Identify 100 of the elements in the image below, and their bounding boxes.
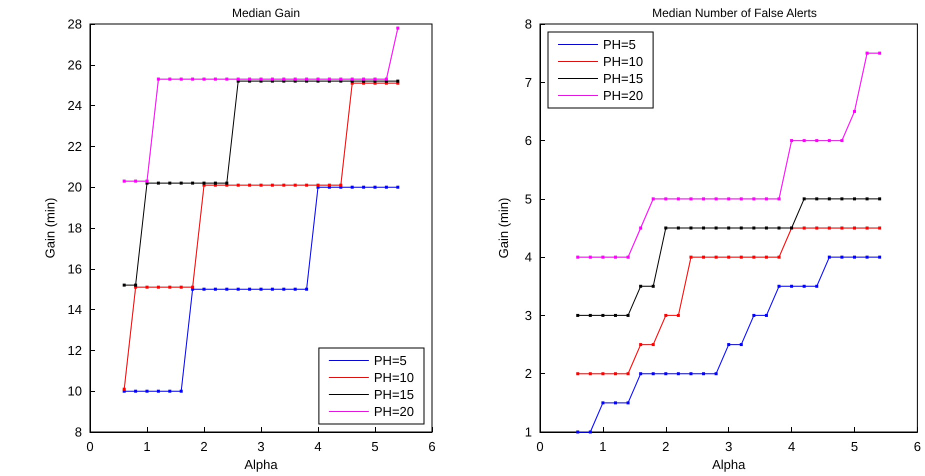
y-tick-label: 18 xyxy=(68,220,82,236)
point xyxy=(702,197,706,200)
point xyxy=(362,186,366,189)
point xyxy=(236,288,240,291)
y-tick-label: 5 xyxy=(524,191,532,206)
point xyxy=(576,430,580,434)
legend-label: PH=15 xyxy=(374,387,414,402)
point xyxy=(866,52,869,55)
point xyxy=(156,286,160,289)
x-tick-label: 0 xyxy=(536,439,544,454)
point xyxy=(588,314,592,317)
point xyxy=(294,288,297,291)
point xyxy=(664,314,668,317)
point xyxy=(689,256,692,259)
point xyxy=(588,372,592,376)
x-tick-label: 3 xyxy=(725,439,732,454)
y-tick-label: 24 xyxy=(68,98,82,114)
point xyxy=(146,286,148,289)
x-tick-label: 2 xyxy=(662,439,670,454)
point xyxy=(639,284,642,288)
point xyxy=(664,226,668,230)
point xyxy=(815,284,818,288)
point xyxy=(601,401,604,404)
point xyxy=(614,401,617,404)
point xyxy=(790,139,794,142)
point xyxy=(878,226,882,230)
y-tick-label: 8 xyxy=(524,16,532,32)
y-tick-label: 6 xyxy=(524,133,532,148)
point xyxy=(740,256,743,259)
point xyxy=(374,186,376,189)
point xyxy=(815,226,818,230)
point xyxy=(802,139,806,142)
point xyxy=(614,314,617,317)
point xyxy=(878,52,882,55)
point xyxy=(727,226,730,230)
point xyxy=(639,226,642,230)
x-tick-label: 3 xyxy=(257,439,265,454)
point xyxy=(878,197,882,200)
point xyxy=(702,226,706,230)
point xyxy=(168,390,172,393)
point xyxy=(156,78,160,81)
point xyxy=(828,197,831,200)
point xyxy=(802,284,806,288)
y-tick-label: 3 xyxy=(524,308,532,323)
x-tick-label: 6 xyxy=(428,439,436,454)
point xyxy=(714,372,718,376)
point xyxy=(180,78,183,81)
x-tick-label: 4 xyxy=(788,439,796,454)
point xyxy=(689,197,692,200)
point xyxy=(639,343,642,346)
point xyxy=(778,284,781,288)
point xyxy=(282,184,286,187)
x-tick-label: 5 xyxy=(850,439,858,454)
point xyxy=(676,314,680,317)
point xyxy=(202,78,206,81)
point xyxy=(180,390,183,393)
y-axis-title: Gain (min) xyxy=(496,198,511,258)
legend-label: PH=5 xyxy=(374,353,407,368)
point xyxy=(601,314,604,317)
point xyxy=(626,372,630,376)
point xyxy=(689,372,692,376)
point xyxy=(815,139,818,142)
point xyxy=(815,197,818,200)
chart-title: Median Gain xyxy=(232,6,300,20)
point xyxy=(664,372,668,376)
point xyxy=(122,180,126,183)
point xyxy=(260,184,262,187)
point xyxy=(740,226,743,230)
point xyxy=(191,182,194,185)
point xyxy=(714,256,718,259)
y-axis-title: Gain (min) xyxy=(42,198,58,258)
point xyxy=(840,256,844,259)
y-tick-label: 1 xyxy=(524,424,532,440)
point xyxy=(866,197,869,200)
point xyxy=(840,139,844,142)
point xyxy=(828,139,831,142)
point xyxy=(180,286,183,289)
y-tick-label: 16 xyxy=(68,261,82,276)
point xyxy=(676,372,680,376)
point xyxy=(248,184,252,187)
point xyxy=(626,401,630,404)
point xyxy=(225,288,228,291)
point xyxy=(702,256,706,259)
legend-label: PH=10 xyxy=(374,370,414,385)
y-tick-label: 12 xyxy=(68,342,82,358)
point xyxy=(652,197,655,200)
point xyxy=(714,226,718,230)
point xyxy=(156,182,160,185)
x-tick-label: 0 xyxy=(86,439,94,454)
point xyxy=(828,256,831,259)
point xyxy=(676,197,680,200)
y-tick-label: 14 xyxy=(68,302,82,318)
point xyxy=(790,284,794,288)
point xyxy=(689,226,692,230)
point xyxy=(878,256,882,259)
x-tick-label: 2 xyxy=(200,439,208,454)
point xyxy=(146,390,148,393)
x-axis-title: Alpha xyxy=(244,456,278,472)
point xyxy=(752,256,756,259)
point xyxy=(282,288,286,291)
